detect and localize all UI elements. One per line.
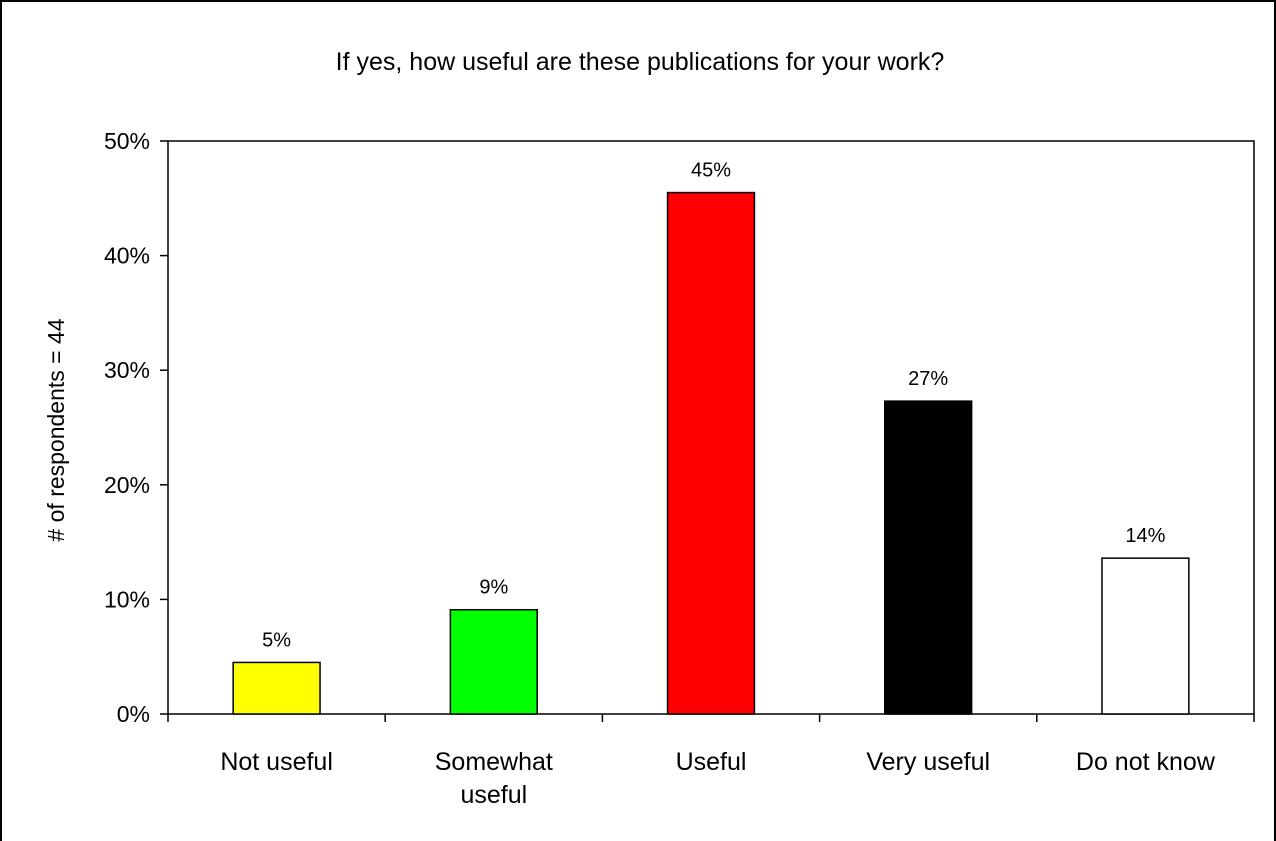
bar [1102,558,1189,714]
y-tick-label: 50% [104,128,150,154]
x-tick-label: Useful [676,748,747,776]
data-label: 45% [691,160,731,182]
x-axis-labels: Not useful Somewhat useful Useful Very usefu… [220,748,1216,809]
x-tick-label: Not useful [220,748,333,776]
y-axis-ticks: 0% 10% 20% 30% 40% 50% [104,128,168,727]
x-tick-label: Somewhat [435,748,553,776]
x-axis-ticks [168,714,1254,722]
y-tick-label: 10% [104,586,150,612]
data-label: 14% [1125,525,1165,547]
y-tick-label: 0% [117,701,150,727]
y-tick-label: 40% [104,243,150,269]
bar [450,610,537,714]
bar [885,401,972,714]
x-tick-label: Very useful [866,748,990,776]
data-label: 9% [479,577,508,599]
x-tick-label: Do not know [1076,748,1216,776]
data-label: 27% [908,368,948,390]
y-tick-label: 30% [104,357,150,383]
bar [668,193,755,714]
data-label: 5% [262,629,291,651]
bar [233,662,320,714]
chart-title: If yes, how useful are these publication… [336,48,945,76]
x-tick-label: useful [460,781,527,809]
y-tick-label: 20% [104,472,150,498]
bars [233,193,1189,714]
y-axis-label: # of respondents = 44 [43,318,69,541]
